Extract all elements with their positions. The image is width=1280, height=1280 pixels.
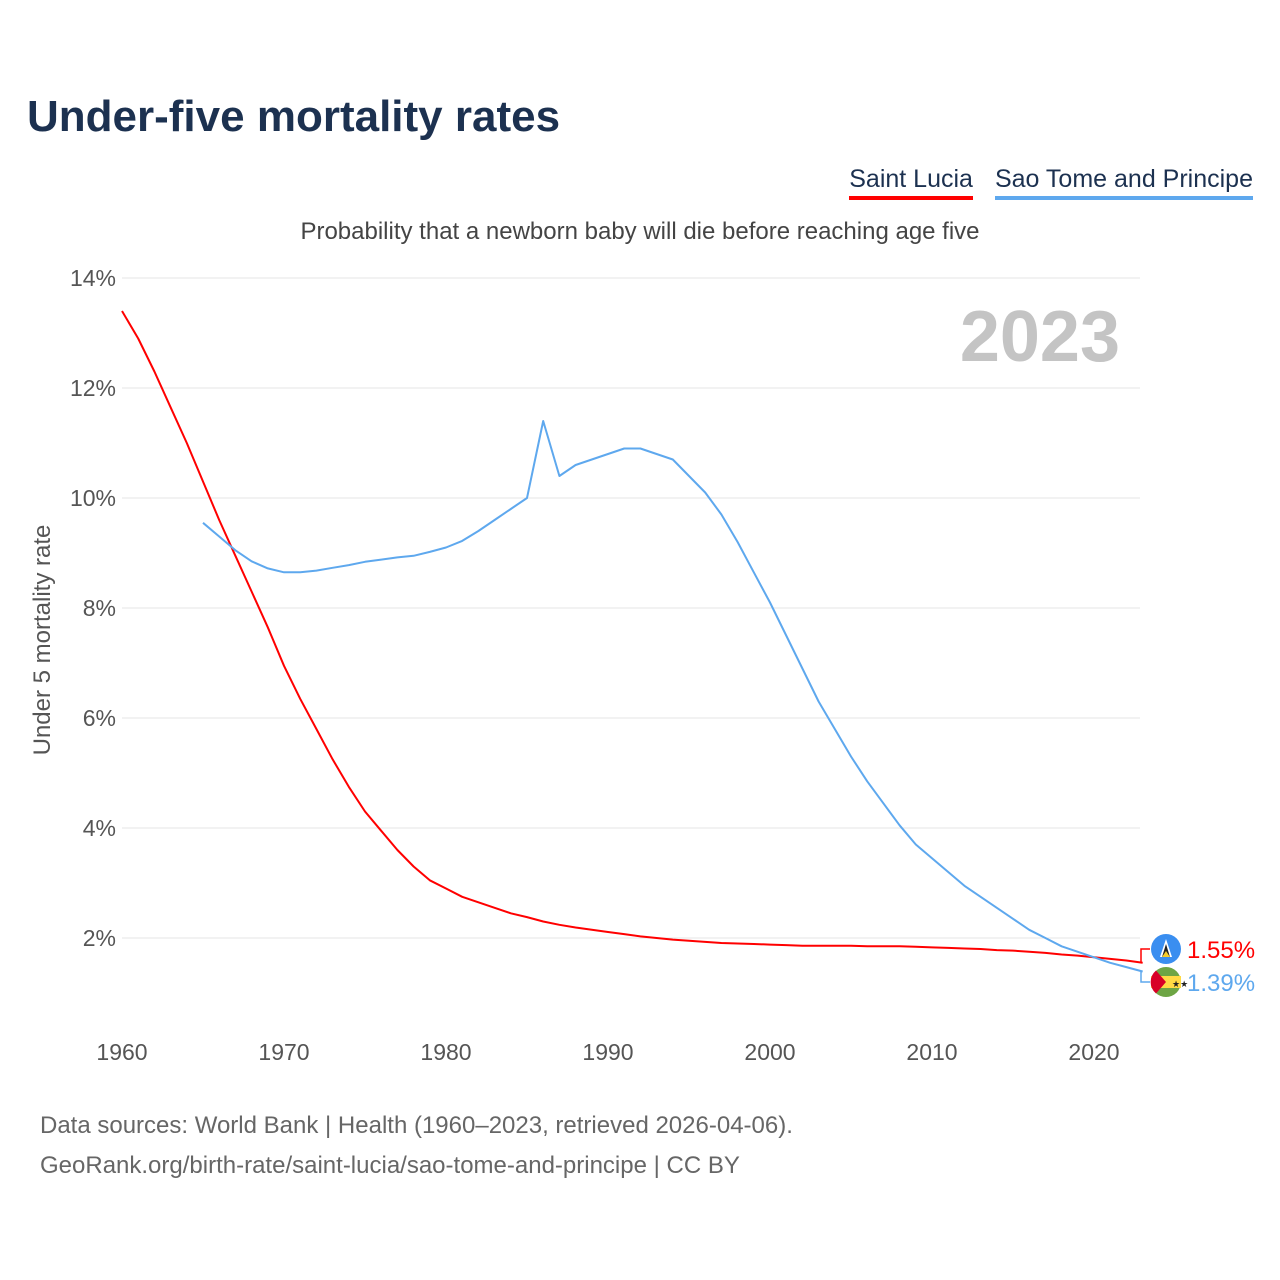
x-tick-label: 1990 [582, 1039, 633, 1065]
legend: Saint Lucia Sao Tome and Principe [849, 165, 1253, 200]
end-connector [1140, 970, 1150, 983]
end-connector [1140, 948, 1150, 964]
source-line-1: Data sources: World Bank | Health (1960–… [40, 1112, 793, 1139]
chart-subtitle: Probability that a newborn baby will die… [300, 218, 980, 245]
x-tick-label: 2010 [906, 1039, 957, 1065]
flag-stars: ★★ [1172, 979, 1188, 989]
legend-saint-lucia[interactable]: Saint Lucia [849, 165, 973, 200]
end-value-label: 1.55% [1187, 937, 1255, 964]
year-watermark: 2023 [960, 297, 1120, 377]
flag-triangle [1162, 944, 1170, 957]
chart-title: Under-five mortality rates [27, 92, 561, 141]
y-tick-label: 10% [70, 485, 116, 511]
source-line-2: GeoRank.org/birth-rate/saint-lucia/sao-t… [40, 1152, 740, 1179]
series-line-saint-lucia [121, 310, 1143, 964]
x-tick-label: 1980 [420, 1039, 471, 1065]
x-tick-label: 2020 [1068, 1039, 1119, 1065]
y-tick-label: 8% [83, 595, 116, 621]
y-tick-label: 2% [83, 925, 116, 951]
x-tick-label: 2000 [744, 1039, 795, 1065]
y-tick-label: 6% [83, 705, 116, 731]
y-tick-label: 14% [70, 265, 116, 291]
series-line-sao-tome [202, 420, 1143, 973]
y-tick-label: 12% [70, 375, 116, 401]
y-tick-label: 4% [83, 815, 116, 841]
flag-triangle [1150, 970, 1166, 994]
x-tick-label: 1970 [258, 1039, 309, 1065]
flag-triangle [1162, 951, 1170, 957]
legend-sao-tome[interactable]: Sao Tome and Principe [994, 165, 1253, 200]
source-note: Data sources: World Bank | Health (1960–… [40, 1106, 793, 1186]
x-tick-label: 1960 [96, 1039, 147, 1065]
end-value-label: 1.39% [1187, 970, 1255, 997]
